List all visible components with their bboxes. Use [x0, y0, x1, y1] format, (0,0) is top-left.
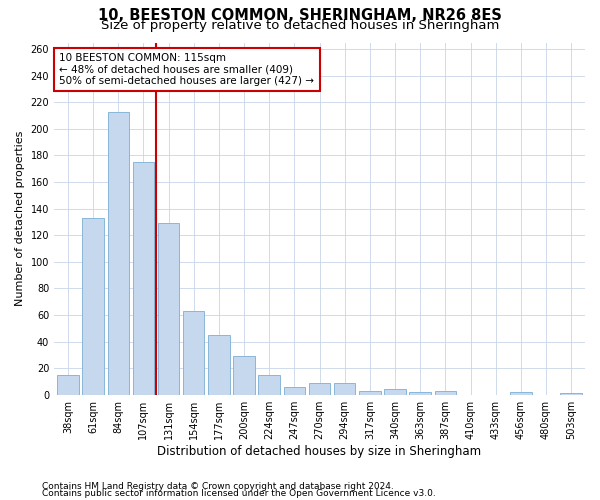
Text: Size of property relative to detached houses in Sheringham: Size of property relative to detached ho…	[101, 18, 499, 32]
Bar	[208, 335, 230, 394]
Bar	[82, 218, 104, 394]
Bar	[233, 356, 255, 395]
Bar	[259, 375, 280, 394]
Bar	[385, 390, 406, 394]
Text: 10 BEESTON COMMON: 115sqm
← 48% of detached houses are smaller (409)
50% of semi: 10 BEESTON COMMON: 115sqm ← 48% of detac…	[59, 53, 314, 86]
Bar	[510, 392, 532, 394]
Bar	[284, 386, 305, 394]
Bar	[183, 311, 205, 394]
Text: Contains public sector information licensed under the Open Government Licence v3: Contains public sector information licen…	[42, 489, 436, 498]
Bar	[334, 382, 355, 394]
Bar	[309, 382, 330, 394]
Bar	[158, 224, 179, 394]
Bar	[409, 392, 431, 394]
Bar	[107, 112, 129, 395]
Text: Contains HM Land Registry data © Crown copyright and database right 2024.: Contains HM Land Registry data © Crown c…	[42, 482, 394, 491]
Bar	[359, 390, 380, 394]
Bar	[57, 375, 79, 394]
Y-axis label: Number of detached properties: Number of detached properties	[15, 131, 25, 306]
X-axis label: Distribution of detached houses by size in Sheringham: Distribution of detached houses by size …	[157, 444, 482, 458]
Text: 10, BEESTON COMMON, SHERINGHAM, NR26 8ES: 10, BEESTON COMMON, SHERINGHAM, NR26 8ES	[98, 8, 502, 22]
Bar	[133, 162, 154, 394]
Bar	[434, 390, 456, 394]
